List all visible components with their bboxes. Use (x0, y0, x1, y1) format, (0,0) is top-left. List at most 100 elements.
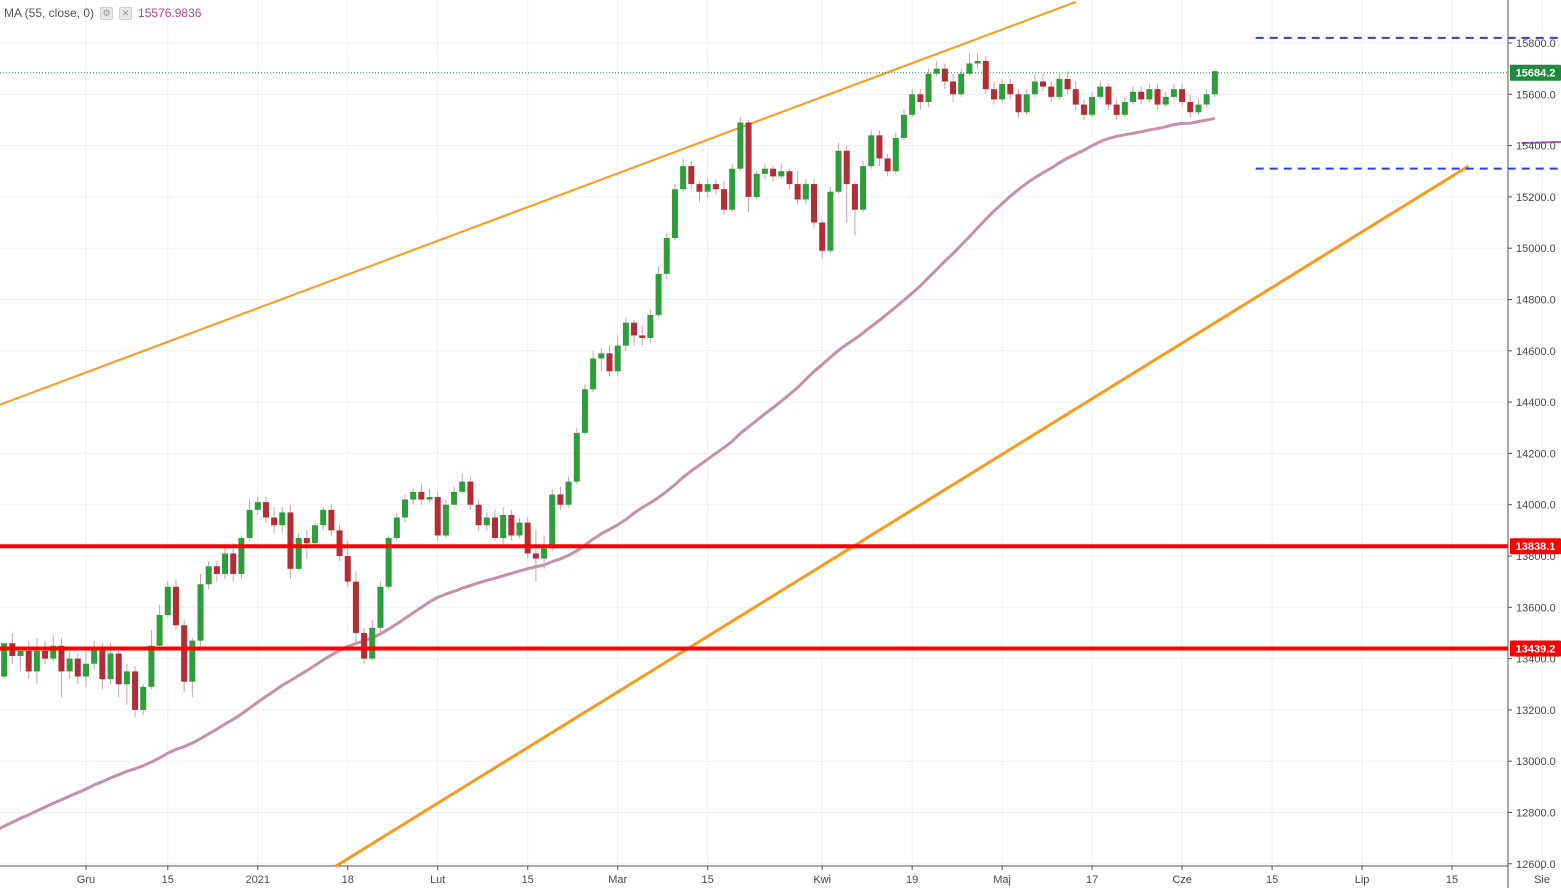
candle[interactable] (802, 178, 809, 205)
candle[interactable] (1015, 89, 1022, 118)
candle[interactable] (631, 320, 638, 346)
candle[interactable] (549, 489, 556, 551)
candle[interactable] (835, 143, 842, 195)
candle[interactable] (778, 163, 785, 179)
candle[interactable] (843, 145, 850, 223)
candle[interactable] (925, 68, 932, 108)
candle[interactable] (933, 60, 940, 77)
candle[interactable] (1170, 84, 1177, 100)
candle[interactable] (851, 181, 858, 236)
candle[interactable] (132, 666, 139, 718)
candle[interactable] (655, 266, 662, 318)
candle[interactable] (1080, 99, 1087, 120)
candle[interactable] (614, 335, 621, 377)
candle[interactable] (25, 640, 32, 680)
candle[interactable] (917, 89, 924, 110)
candle[interactable] (205, 561, 212, 590)
candle[interactable] (230, 543, 237, 582)
candle[interactable] (238, 535, 245, 580)
candle[interactable] (410, 489, 417, 505)
candle[interactable] (344, 540, 351, 587)
candle[interactable] (164, 581, 171, 618)
candle[interactable] (598, 348, 605, 372)
candle[interactable] (532, 530, 539, 582)
candle[interactable] (680, 158, 687, 192)
candle[interactable] (827, 186, 834, 254)
candle[interactable] (33, 638, 40, 685)
candle[interactable] (1040, 73, 1047, 92)
candle[interactable] (320, 507, 327, 531)
candle[interactable] (688, 160, 695, 190)
candle[interactable] (361, 627, 368, 664)
gear-icon[interactable]: ⚙ (100, 6, 114, 20)
candle[interactable] (557, 486, 564, 510)
candle[interactable] (704, 178, 711, 197)
candle[interactable] (434, 491, 441, 541)
candle[interactable] (1105, 84, 1112, 110)
candle[interactable] (475, 499, 482, 531)
candle[interactable] (213, 561, 220, 582)
candle[interactable] (1023, 89, 1030, 115)
candle[interactable] (892, 132, 899, 174)
candle[interactable] (950, 73, 957, 102)
candle[interactable] (393, 512, 400, 541)
candle[interactable] (647, 309, 654, 344)
candle[interactable] (42, 640, 49, 664)
candle[interactable] (123, 663, 130, 705)
candle[interactable] (500, 507, 507, 546)
candle[interactable] (884, 153, 891, 177)
close-icon[interactable]: ✕ (119, 6, 133, 20)
candle[interactable] (66, 648, 73, 680)
candle[interactable] (467, 476, 474, 510)
candle[interactable] (982, 55, 989, 95)
candle[interactable] (745, 119, 752, 213)
candle[interactable] (336, 525, 343, 562)
candle[interactable] (663, 232, 670, 279)
candle[interactable] (1056, 73, 1063, 100)
candle[interactable] (442, 499, 449, 539)
candle[interactable] (900, 109, 907, 141)
candle[interactable] (1203, 89, 1210, 108)
candle[interactable] (1031, 73, 1038, 97)
candle[interactable] (99, 643, 106, 690)
candle[interactable] (1048, 81, 1055, 102)
candle[interactable] (590, 350, 597, 392)
candle[interactable] (1154, 84, 1161, 110)
candle[interactable] (770, 166, 777, 182)
candle[interactable] (483, 512, 490, 531)
candle[interactable] (516, 517, 523, 539)
candle[interactable] (737, 117, 744, 172)
candle[interactable] (1007, 78, 1014, 100)
candle[interactable] (491, 509, 498, 541)
candle[interactable] (295, 532, 302, 572)
candle[interactable] (581, 384, 588, 436)
candle[interactable] (622, 317, 629, 351)
candle[interactable] (712, 178, 719, 195)
candle[interactable] (794, 171, 801, 205)
candle[interactable] (1121, 96, 1128, 118)
candle[interactable] (819, 219, 826, 259)
x-axis[interactable]: Gru 15 2021 18 Lut 15 Mar 15 Kwi 19 Maj 17 Cze 15 Lip 1… (77, 866, 1550, 886)
candle[interactable] (115, 648, 122, 698)
candle[interactable] (1097, 81, 1104, 100)
candle[interactable] (287, 504, 294, 580)
candle[interactable] (508, 509, 515, 541)
candle[interactable] (639, 325, 646, 346)
candle[interactable] (1195, 99, 1202, 115)
candle[interactable] (811, 178, 817, 228)
candle[interactable] (246, 499, 253, 541)
candle[interactable] (868, 130, 875, 169)
candle[interactable] (156, 604, 163, 646)
candle[interactable] (1179, 84, 1186, 108)
candle[interactable] (426, 489, 433, 503)
candle[interactable] (1211, 68, 1218, 97)
candle[interactable] (524, 517, 531, 559)
candle[interactable] (312, 522, 319, 549)
candle[interactable] (1089, 91, 1096, 118)
candle[interactable] (402, 494, 408, 523)
candle[interactable] (328, 504, 335, 536)
candle[interactable] (352, 571, 359, 646)
candle[interactable] (876, 130, 883, 167)
